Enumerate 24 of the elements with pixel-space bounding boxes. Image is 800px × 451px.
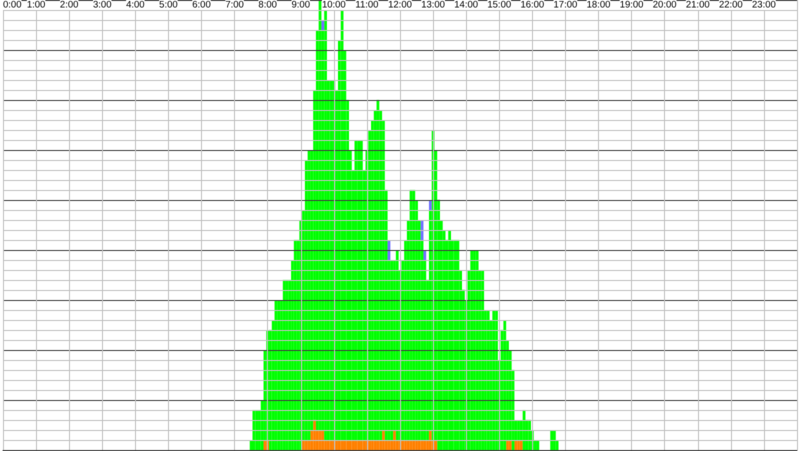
x-tick-label: 14:00 <box>454 0 478 10</box>
x-tick-label: 7:00 <box>225 0 244 10</box>
x-tick-label: 3:00 <box>93 0 112 10</box>
x-tick-label: 23:00 <box>752 0 776 10</box>
x-tick-label: 6:00 <box>192 0 211 10</box>
x-tick-label: 8:00 <box>258 0 277 10</box>
x-tick-label: 4:00 <box>126 0 145 10</box>
x-tick-label: 0:00 <box>3 0 22 10</box>
x-tick-label: 16:00 <box>520 0 544 10</box>
x-tick-label: 19:00 <box>620 0 644 10</box>
x-tick-label: 20:00 <box>652 0 677 10</box>
x-tick-label: 9:00 <box>292 0 310 10</box>
x-tick-label: 22:00 <box>718 0 743 10</box>
x-tick-label: 12:00 <box>388 0 412 10</box>
x-tick-label: 15:00 <box>487 0 512 10</box>
x-tick-label: 1:00 <box>26 0 46 10</box>
x-tick-label: 18:00 <box>586 0 610 10</box>
x-tick-label: 21:00 <box>686 0 710 10</box>
x-tick-label: 13:00 <box>421 0 445 10</box>
x-tick-label: 11:00 <box>355 0 378 10</box>
x-tick-label: 17:00 <box>554 0 578 10</box>
x-tick-label: 10:00 <box>322 0 346 10</box>
x-tick-label: 2:00 <box>60 0 78 10</box>
x-tick-label: 5:00 <box>159 0 178 10</box>
